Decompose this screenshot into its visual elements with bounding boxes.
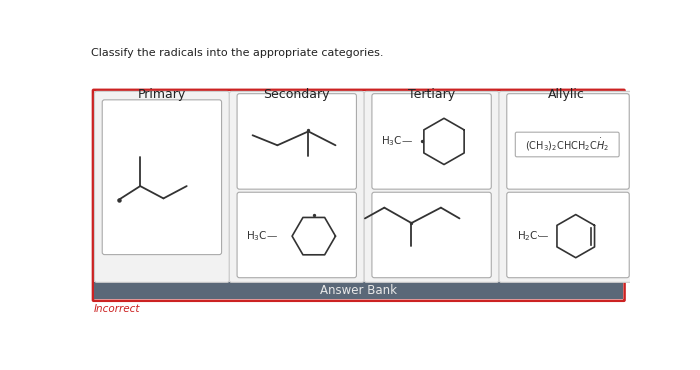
FancyBboxPatch shape bbox=[372, 192, 491, 278]
Text: Classify the radicals into the appropriate categories.: Classify the radicals into the appropria… bbox=[92, 48, 384, 58]
Text: H$_2$C$\dot{}$—: H$_2$C$\dot{}$— bbox=[517, 229, 549, 243]
FancyBboxPatch shape bbox=[372, 94, 491, 189]
Bar bbox=[94, 282, 623, 299]
FancyBboxPatch shape bbox=[499, 91, 634, 282]
FancyBboxPatch shape bbox=[364, 91, 499, 282]
Text: Allylic: Allylic bbox=[548, 88, 585, 101]
FancyBboxPatch shape bbox=[515, 132, 619, 157]
Text: H$_3$C—: H$_3$C— bbox=[246, 229, 279, 243]
Text: (CH$_3$)$_2$CHCH$_2$C$\dot{H}$$_2$: (CH$_3$)$_2$CHCH$_2$C$\dot{H}$$_2$ bbox=[525, 136, 609, 153]
Text: Secondary: Secondary bbox=[263, 88, 330, 101]
FancyBboxPatch shape bbox=[230, 91, 364, 282]
FancyBboxPatch shape bbox=[237, 192, 356, 278]
Text: Primary: Primary bbox=[138, 88, 186, 101]
Text: Answer Bank: Answer Bank bbox=[321, 284, 398, 297]
Text: H$_3$C—: H$_3$C— bbox=[382, 135, 413, 148]
FancyBboxPatch shape bbox=[93, 90, 624, 301]
FancyBboxPatch shape bbox=[507, 94, 629, 189]
FancyBboxPatch shape bbox=[507, 192, 629, 278]
FancyBboxPatch shape bbox=[94, 91, 230, 282]
FancyBboxPatch shape bbox=[102, 100, 222, 255]
Text: Incorrect: Incorrect bbox=[94, 304, 140, 314]
FancyBboxPatch shape bbox=[237, 94, 356, 189]
Text: Tertiary: Tertiary bbox=[408, 88, 455, 101]
